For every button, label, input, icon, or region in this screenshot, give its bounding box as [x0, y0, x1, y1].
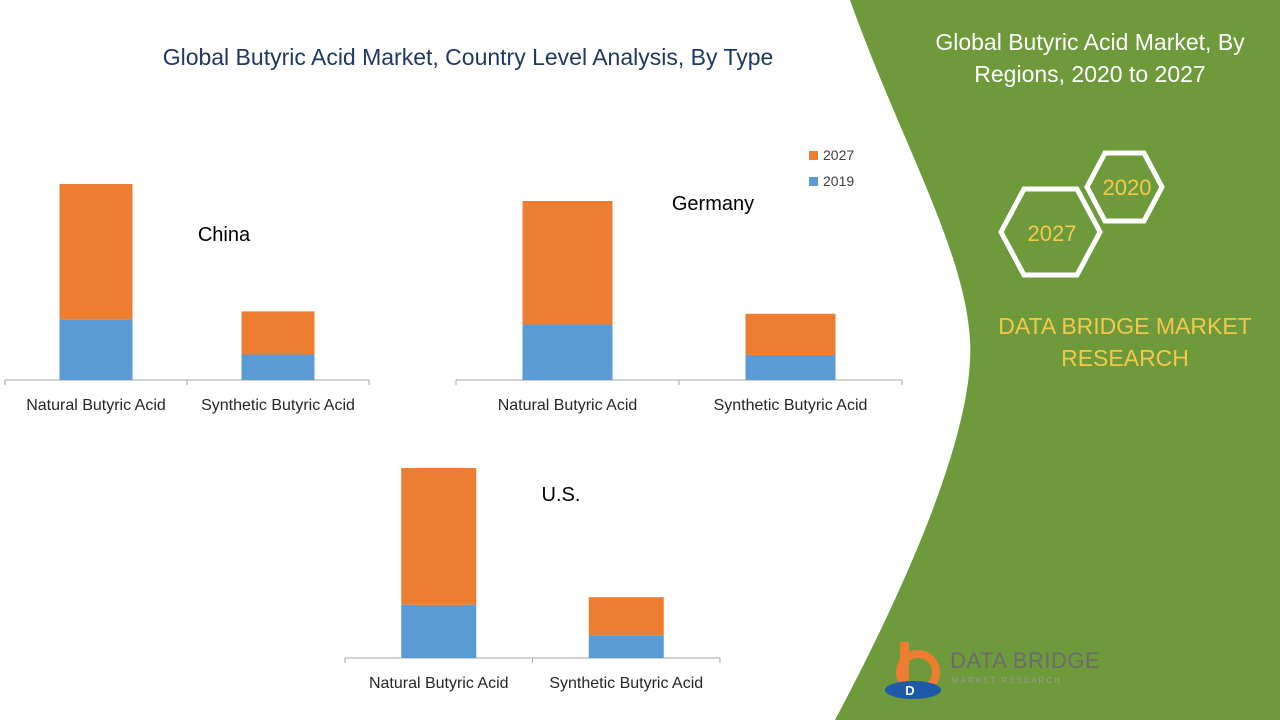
side-panel-background	[835, 0, 1280, 720]
country-label-germany: Germany	[672, 193, 754, 215]
legend-swatch-2019	[809, 177, 818, 186]
category-label-us-1: Synthetic Butyric Acid	[549, 675, 703, 692]
legend-swatch-2027	[809, 151, 818, 160]
category-label-china-0: Natural Butyric Acid	[26, 397, 166, 414]
bar-germany-2027-0	[522, 201, 613, 325]
bar-germany-2019-0	[522, 324, 613, 380]
main-title: Global Butyric Acid Market, Country Leve…	[162, 44, 774, 70]
category-label-us-0: Natural Butyric Acid	[369, 675, 509, 692]
brand-name: DATA BRIDGE MARKET RESEARCH	[998, 313, 1252, 371]
bar-china-2027-0	[59, 184, 133, 320]
data-bridge-logo-icon: D	[885, 642, 941, 699]
bar-germany-2027-1	[745, 313, 836, 355]
logo-text: DATA BRIDGE	[950, 648, 1101, 673]
bar-china-2019-1	[241, 354, 315, 380]
hexagon-2020	[1084, 150, 1165, 224]
bar-china-2019-0	[59, 319, 133, 380]
side-panel-title: Global Butyric Acid Market, By Regions, …	[935, 29, 1245, 87]
category-label-china-1: Synthetic Butyric Acid	[201, 397, 355, 414]
hex-label-2020: 2020	[1103, 175, 1152, 200]
country-label-us: U.S.	[542, 484, 581, 506]
bar-us-2019-0	[401, 604, 477, 658]
bar-us-2027-1	[588, 597, 664, 636]
bar-germany-2019-1	[745, 354, 836, 380]
charts-group: Natural Butyric Acid Synthetic Butyric Ac…	[4, 184, 903, 692]
legend-label-2027: 2027	[823, 147, 854, 163]
svg-text:D: D	[905, 683, 914, 698]
hex-label-2027: 2027	[1028, 221, 1077, 246]
country-label-china: China	[198, 224, 251, 246]
bar-us-2019-1	[588, 635, 664, 658]
category-label-germany-1: Synthetic Butyric Acid	[714, 397, 868, 414]
hexagon-2027	[998, 186, 1103, 278]
legend: 2027 2019	[809, 147, 854, 189]
bar-us-2027-0	[401, 468, 477, 605]
logo-subtext: MARKET RESEARCH	[952, 676, 1062, 685]
category-label-germany-0: Natural Butyric Acid	[498, 397, 638, 414]
legend-label-2019: 2019	[823, 173, 854, 189]
bar-china-2027-1	[241, 311, 315, 355]
